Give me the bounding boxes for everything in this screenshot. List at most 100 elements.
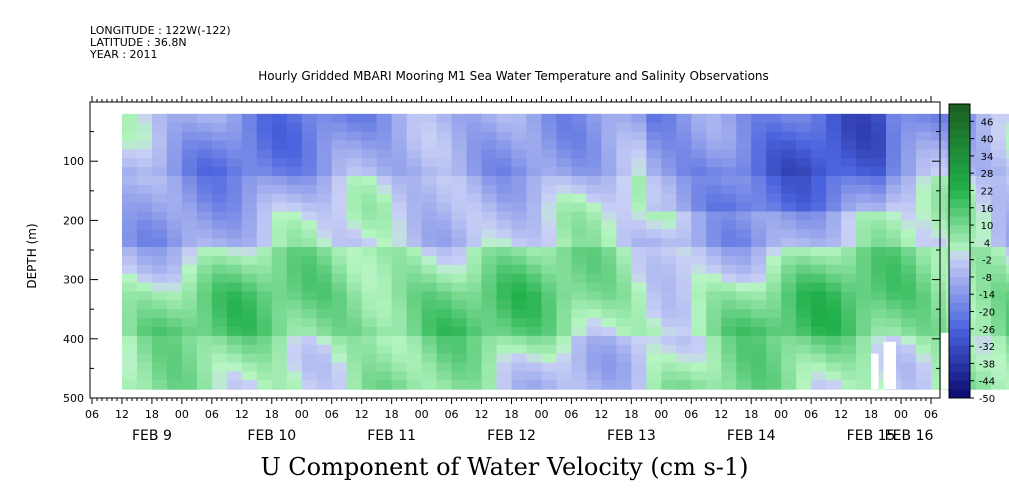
- heatmap-cell: [211, 264, 228, 275]
- heatmap-cell: [556, 344, 573, 355]
- heatmap-cell: [781, 335, 797, 346]
- heatmap-cell: [796, 122, 812, 133]
- heatmap-cell: [436, 131, 453, 142]
- colorbar-segment: [949, 346, 970, 356]
- heatmap-cell: [166, 282, 183, 293]
- heatmap-cell: [316, 344, 333, 355]
- heatmap-cell: [691, 309, 707, 319]
- heatmap-cell: [496, 344, 513, 355]
- heatmap-cell: [376, 149, 393, 159]
- heatmap-cell: [916, 300, 932, 310]
- colorbar-segment: [949, 276, 970, 286]
- heatmap-cell: [331, 131, 348, 142]
- heatmap-cell: [376, 335, 393, 346]
- heatmap-cell: [466, 140, 483, 150]
- heatmap-cell: [496, 229, 513, 239]
- heatmap-cell: [601, 211, 617, 221]
- heatmap-cell: [286, 291, 303, 301]
- heatmap-cell: [616, 344, 632, 355]
- heatmap-cell: [331, 380, 348, 390]
- heatmap-cell: [736, 149, 752, 159]
- heatmap-cell: [136, 362, 153, 372]
- heatmap-cell: [901, 140, 917, 150]
- colorbar-segment: [949, 138, 970, 148]
- heatmap-cell: [436, 362, 453, 372]
- heatmap-cell: [526, 229, 543, 239]
- heatmap-cell: [691, 158, 707, 168]
- heatmap-cell: [541, 113, 558, 124]
- heatmap-cell: [226, 300, 243, 310]
- heatmap-cell: [436, 113, 453, 124]
- heatmap-cell: [391, 344, 408, 355]
- heatmap-cell: [826, 353, 842, 364]
- heatmap-cell: [151, 353, 168, 364]
- heatmap-cell: [346, 122, 363, 133]
- heatmap-cell: [331, 344, 348, 355]
- heatmap-cell: [721, 371, 737, 381]
- heatmap-cell: [691, 193, 707, 204]
- heatmap-cell: [556, 238, 573, 248]
- x-tick-label: 18: [385, 408, 399, 421]
- heatmap-cell: [751, 264, 767, 275]
- heatmap-cell: [466, 167, 483, 177]
- heatmap-cell: [781, 122, 797, 133]
- heatmap-cell: [196, 300, 213, 310]
- heatmap-cell: [331, 335, 348, 346]
- heatmap-cell: [391, 273, 408, 284]
- heatmap-cell: [706, 335, 722, 346]
- heatmap-cell: [541, 140, 558, 150]
- heatmap-cell: [556, 362, 573, 372]
- heatmap-cell: [346, 362, 363, 372]
- heatmap-cell: [421, 193, 438, 204]
- heatmap-cell: [736, 113, 752, 124]
- heatmap-cell: [781, 309, 797, 319]
- heatmap-cell: [121, 167, 138, 177]
- heatmap-cell: [136, 380, 153, 390]
- heatmap-cell: [406, 193, 423, 204]
- heatmap-cell: [811, 291, 827, 301]
- heatmap-cell: [496, 184, 513, 195]
- heatmap-cell: [721, 380, 737, 390]
- heatmap-cell: [151, 220, 168, 230]
- x-day-label: FEB 11: [367, 428, 416, 444]
- heatmap-cell: [391, 167, 408, 177]
- heatmap-cell: [406, 335, 423, 346]
- heatmap-cell: [931, 300, 947, 310]
- heatmap-cell: [361, 238, 378, 248]
- heatmap-cell: [526, 380, 543, 390]
- heatmap-cell: [541, 371, 558, 381]
- heatmap-cell: [121, 380, 138, 390]
- heatmap-cell: [526, 167, 543, 177]
- heatmap-cell: [916, 371, 932, 381]
- heatmap-cell: [256, 140, 273, 150]
- heatmap-cell: [316, 282, 333, 293]
- heatmap-cell: [1005, 158, 1009, 168]
- heatmap-cell: [766, 113, 782, 124]
- heatmap-cell: [406, 344, 423, 355]
- heatmap-cell: [826, 238, 842, 248]
- heatmap-cell: [751, 140, 767, 150]
- heatmap-cell: [721, 193, 737, 204]
- heatmap-cell: [811, 371, 827, 381]
- heatmap-cell: [886, 291, 902, 301]
- heatmap-cell: [721, 318, 737, 328]
- heatmap-cell: [316, 229, 333, 239]
- heatmap-cell: [990, 326, 1007, 337]
- heatmap-cell: [766, 344, 782, 355]
- x-day-label: FEB 14: [727, 428, 776, 444]
- heatmap-cell: [811, 380, 827, 390]
- heatmap-cell: [436, 291, 453, 301]
- heatmap-cell: [391, 371, 408, 381]
- heatmap-cell: [736, 202, 752, 213]
- heatmap-cell: [601, 167, 617, 177]
- heatmap-cell: [496, 211, 513, 221]
- heatmap-cell: [811, 300, 827, 310]
- heatmap-cell: [136, 229, 153, 239]
- heatmap-cell: [856, 167, 872, 177]
- heatmap-cell: [646, 318, 662, 328]
- heatmap-cell: [661, 202, 677, 213]
- heatmap-cell: [301, 167, 318, 177]
- heatmap-cell: [886, 282, 902, 293]
- heatmap-cell: [975, 335, 992, 346]
